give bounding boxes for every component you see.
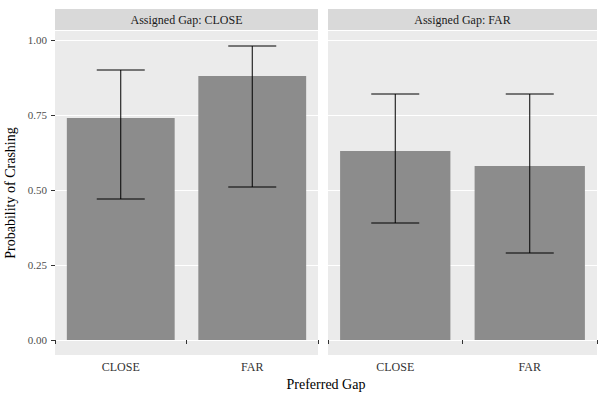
svg-text:Preferred Gap: Preferred Gap xyxy=(287,377,366,392)
svg-text:Probability of Crashing: Probability of Crashing xyxy=(3,127,18,258)
svg-text:Assigned Gap: FAR: Assigned Gap: FAR xyxy=(414,13,510,27)
svg-text:0.00: 0.00 xyxy=(28,334,48,346)
svg-text:CLOSE: CLOSE xyxy=(102,360,140,374)
svg-text:CLOSE: CLOSE xyxy=(376,360,414,374)
svg-text:0.75: 0.75 xyxy=(28,109,48,121)
svg-text:0.50: 0.50 xyxy=(28,184,48,196)
svg-text:FAR: FAR xyxy=(519,360,541,374)
svg-text:1.00: 1.00 xyxy=(28,34,48,46)
svg-text:FAR: FAR xyxy=(241,360,263,374)
svg-text:0.25: 0.25 xyxy=(28,259,48,271)
svg-text:Assigned Gap: CLOSE: Assigned Gap: CLOSE xyxy=(131,13,243,27)
